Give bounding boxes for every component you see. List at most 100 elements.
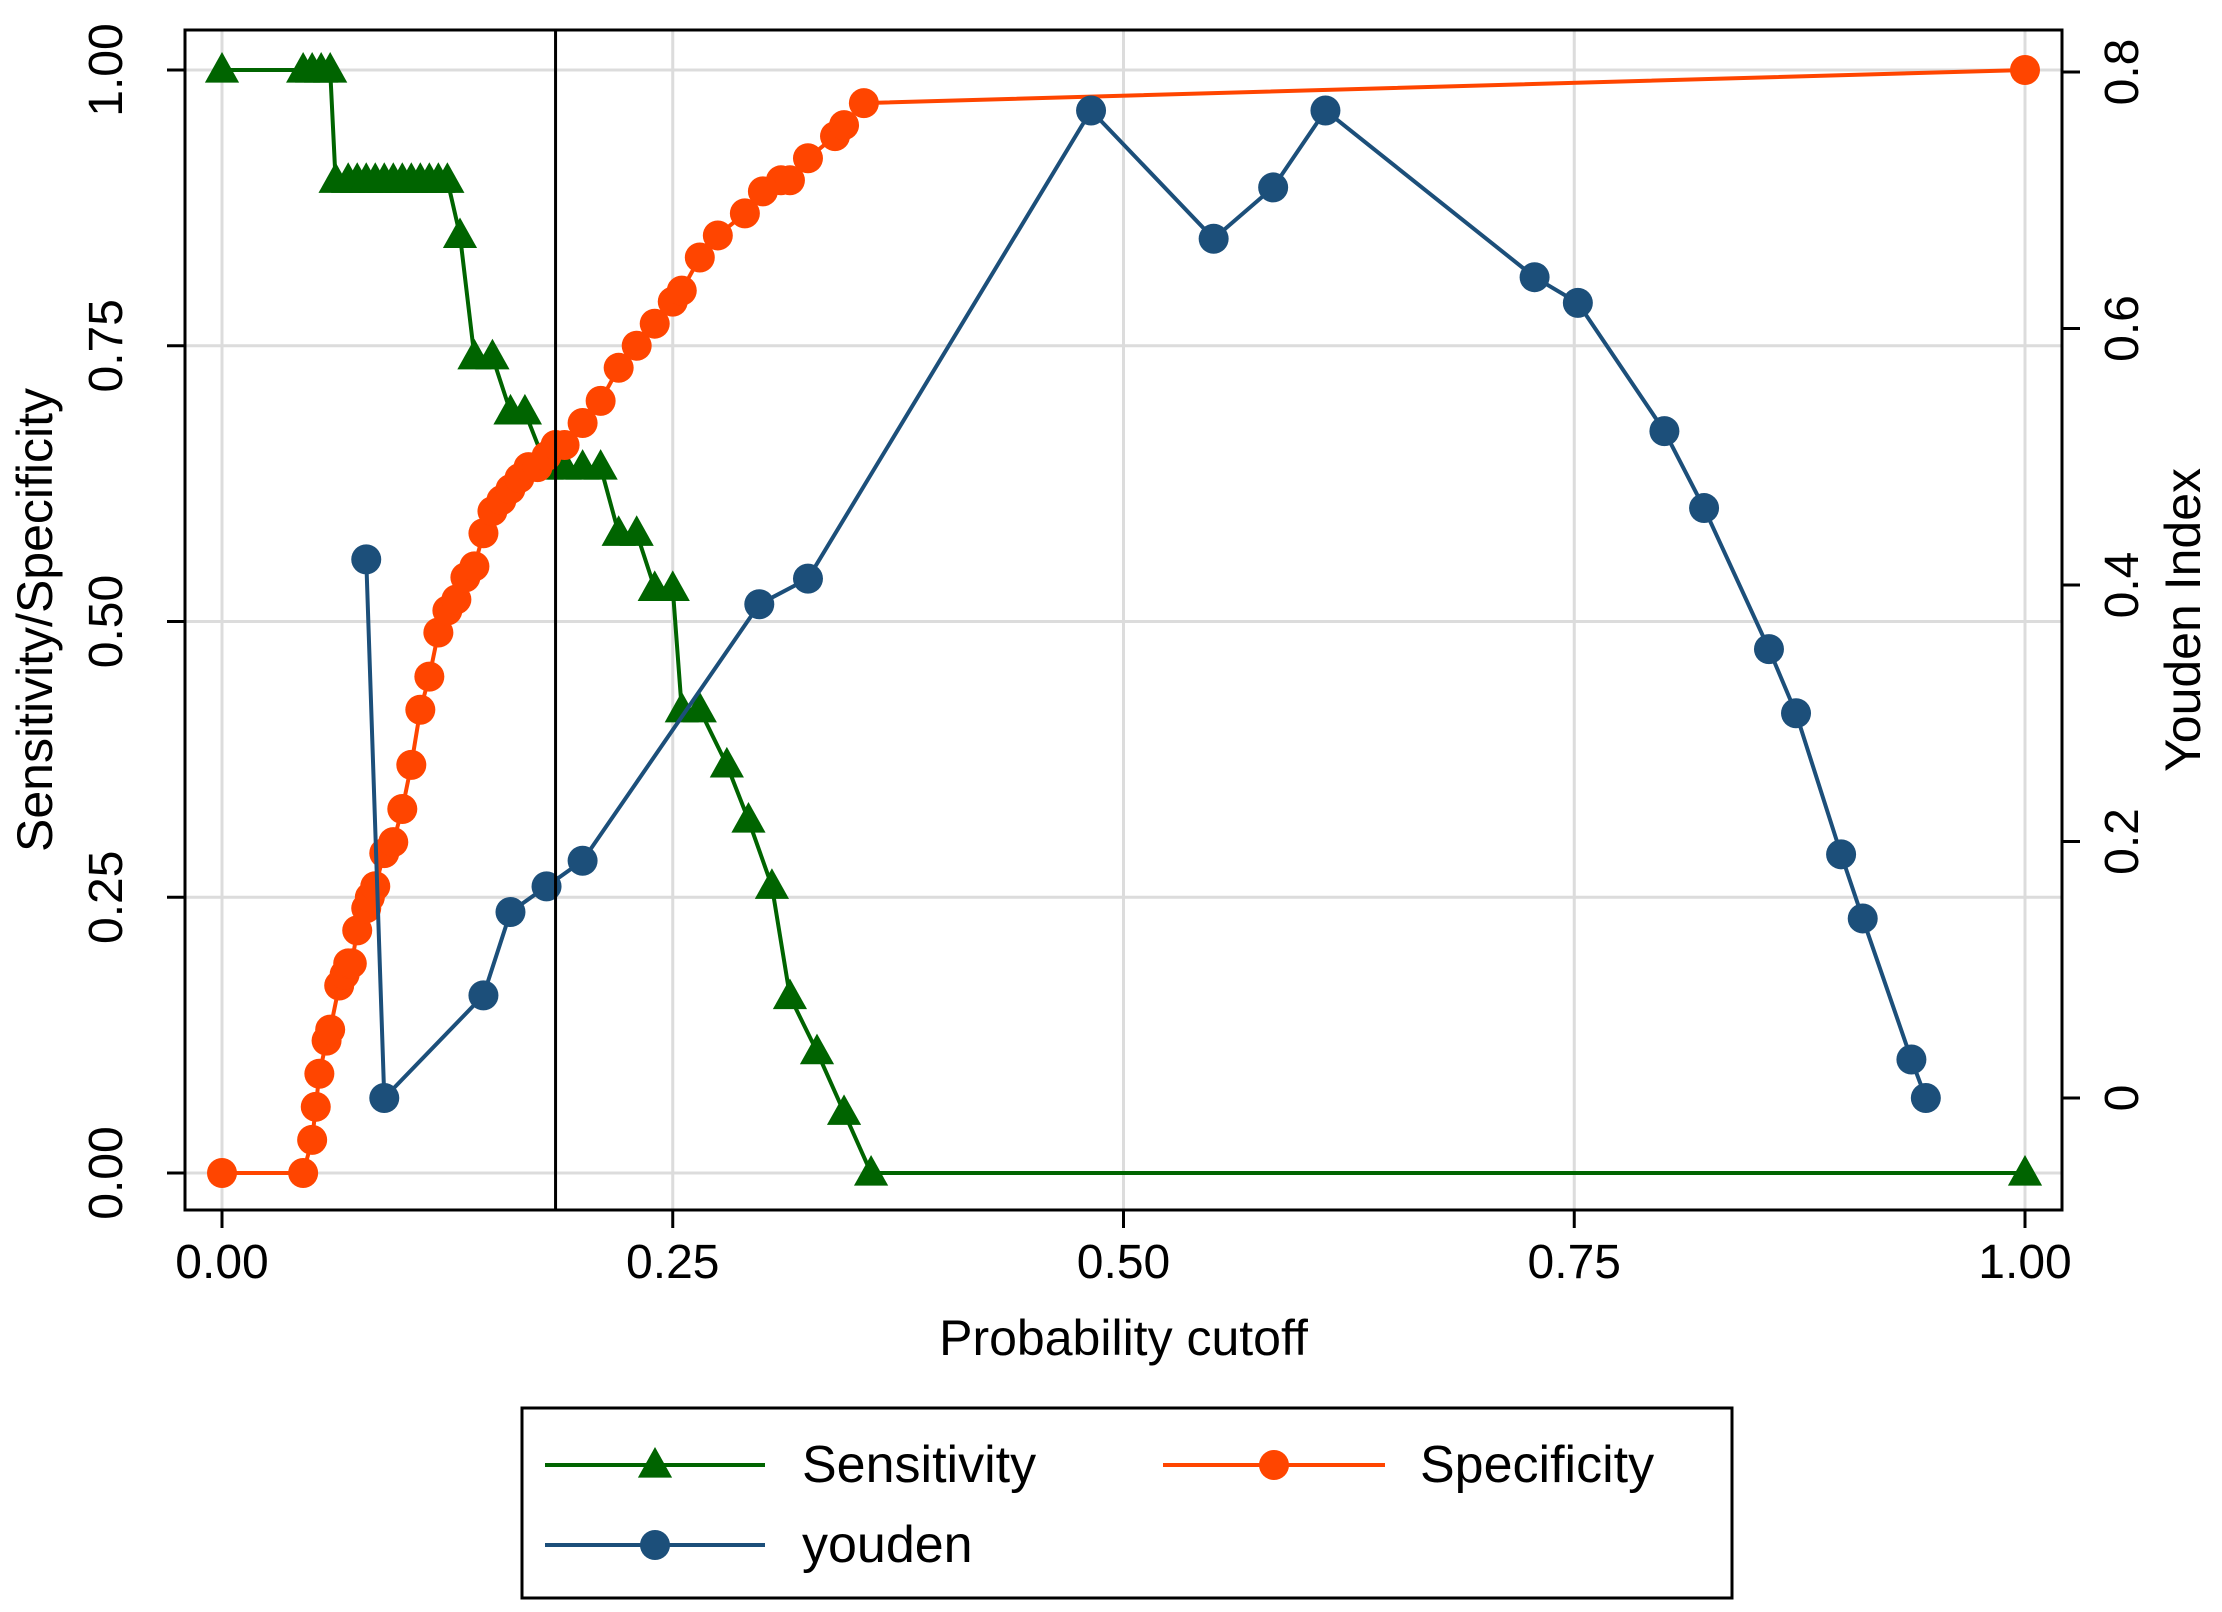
x-tick-label: 1.00 — [1978, 1236, 2071, 1289]
data-point-specificity — [387, 794, 418, 825]
data-point-sensitivity — [583, 449, 618, 480]
data-point-specificity — [639, 308, 670, 339]
data-point-youden — [1689, 493, 1720, 524]
data-point-youden — [744, 589, 775, 620]
data-point-youden — [1076, 95, 1107, 126]
data-point-specificity — [2010, 55, 2040, 85]
data-point-youden — [1910, 1083, 1941, 1113]
data-point-youden — [1258, 172, 1289, 203]
y-right-tick-label: 0.6 — [2096, 295, 2149, 362]
data-point-youden — [351, 544, 382, 575]
data-point-specificity — [304, 1058, 335, 1089]
data-point-specificity — [848, 88, 879, 119]
y-right-tick-label: 0.4 — [2096, 552, 2149, 619]
y-left-tick-label: 0.75 — [80, 299, 133, 392]
data-point-specificity — [567, 407, 598, 438]
data-point-specificity — [405, 694, 436, 725]
y-left-tick-label: 0.50 — [80, 575, 133, 668]
legend-marker-circle — [640, 1530, 670, 1560]
x-tick-label: 0.25 — [626, 1236, 719, 1289]
data-point-specificity — [459, 551, 490, 582]
legend-label-specificity: Specificity — [1420, 1436, 1654, 1494]
data-point-sensitivity — [507, 393, 543, 425]
data-point-youden — [1753, 634, 1784, 665]
y-axis-left-title: Sensitivity/Specificity — [7, 388, 63, 852]
data-point-specificity — [315, 1014, 346, 1045]
data-point-specificity — [729, 198, 760, 229]
data-point-specificity — [414, 661, 445, 692]
data-point-sensitivity — [442, 217, 478, 249]
data-point-youden — [1847, 903, 1878, 934]
data-point-youden — [1519, 262, 1550, 293]
legend-item-youden: youden — [545, 1516, 973, 1574]
y-left-tick-label: 0.00 — [80, 1126, 133, 1219]
y-left-tick-label: 1.00 — [80, 23, 133, 116]
data-point-specificity — [829, 110, 860, 141]
data-point-specificity — [300, 1091, 331, 1122]
legend-marker-triangle — [637, 1447, 673, 1478]
data-point-youden — [495, 897, 526, 928]
data-point-specificity — [621, 330, 652, 361]
legend-item-sensitivity: Sensitivity — [545, 1436, 1036, 1494]
axes: 0.00 0.25 0.50 0.75 1.00 0.00 0.25 0.50 0.75 1.00… — [80, 23, 2149, 1289]
grid-lines — [185, 30, 2062, 1210]
data-point-youden — [1310, 95, 1341, 126]
series-sensitivity — [204, 52, 2043, 1186]
data-point-specificity — [666, 275, 697, 306]
data-point-sensitivity — [826, 1094, 862, 1125]
data-point-sensitivity — [731, 802, 766, 833]
x-axis-title: Probability cutoff — [939, 1310, 1308, 1366]
data-point-specificity — [207, 1158, 237, 1188]
y-right-tick-label: 0.2 — [2096, 808, 2149, 875]
data-point-sensitivity — [709, 746, 744, 778]
data-point-sensitivity — [682, 691, 717, 723]
data-point-specificity — [378, 827, 409, 858]
y-right-tick-label: 0.8 — [2096, 39, 2149, 106]
data-point-specificity — [396, 749, 427, 780]
y-right-tick-label: 0 — [2096, 1085, 2149, 1112]
data-point-youden — [1896, 1044, 1927, 1075]
data-point-specificity — [585, 385, 616, 416]
data-point-sensitivity — [475, 338, 510, 370]
data-point-sensitivity — [619, 515, 654, 546]
data-point-specificity — [603, 352, 634, 383]
data-point-youden — [1198, 223, 1229, 254]
legend-label-youden: youden — [802, 1516, 973, 1574]
data-point-sensitivity — [313, 52, 348, 83]
series-line-youden — [364, 108, 1928, 1100]
data-point-sensitivity — [430, 162, 465, 193]
data-point-youden — [468, 980, 499, 1011]
data-point-sensitivity — [853, 1155, 889, 1186]
legend-item-specificity: Specificity — [1163, 1436, 1654, 1494]
data-point-youden — [1781, 698, 1812, 729]
x-tick-label: 0.75 — [1528, 1236, 1621, 1289]
x-tick-label: 0.00 — [175, 1236, 268, 1289]
data-point-youden — [1562, 287, 1593, 318]
data-point-youden — [1649, 416, 1680, 447]
data-point-specificity — [336, 948, 367, 979]
data-point-specificity — [702, 220, 733, 251]
data-point-sensitivity — [204, 52, 240, 83]
data-point-specificity — [792, 143, 823, 174]
data-point-specificity — [684, 242, 715, 273]
data-point-specificity — [549, 430, 580, 461]
data-point-specificity — [288, 1158, 319, 1188]
data-point-sensitivity — [754, 868, 790, 899]
data-point-sensitivity — [799, 1033, 835, 1065]
series-youden — [351, 95, 1941, 1113]
data-point-youden — [1826, 839, 1857, 870]
legend: Sensitivity Specificity youden — [520, 1406, 1734, 1600]
legend-marker-circle — [1259, 1450, 1289, 1480]
data-point-youden — [792, 563, 823, 594]
data-point-youden — [567, 845, 598, 876]
data-point-specificity — [774, 165, 805, 196]
legend-box — [520, 1406, 1734, 1600]
data-point-specificity — [297, 1124, 328, 1155]
data-point-sensitivity — [655, 570, 690, 602]
data-point-youden — [369, 1083, 400, 1113]
x-tick-label: 0.50 — [1077, 1236, 1170, 1289]
y-axis-right-title: Youden Index — [2155, 468, 2211, 772]
series-layer — [204, 30, 2043, 1210]
data-point-sensitivity — [2007, 1155, 2043, 1186]
